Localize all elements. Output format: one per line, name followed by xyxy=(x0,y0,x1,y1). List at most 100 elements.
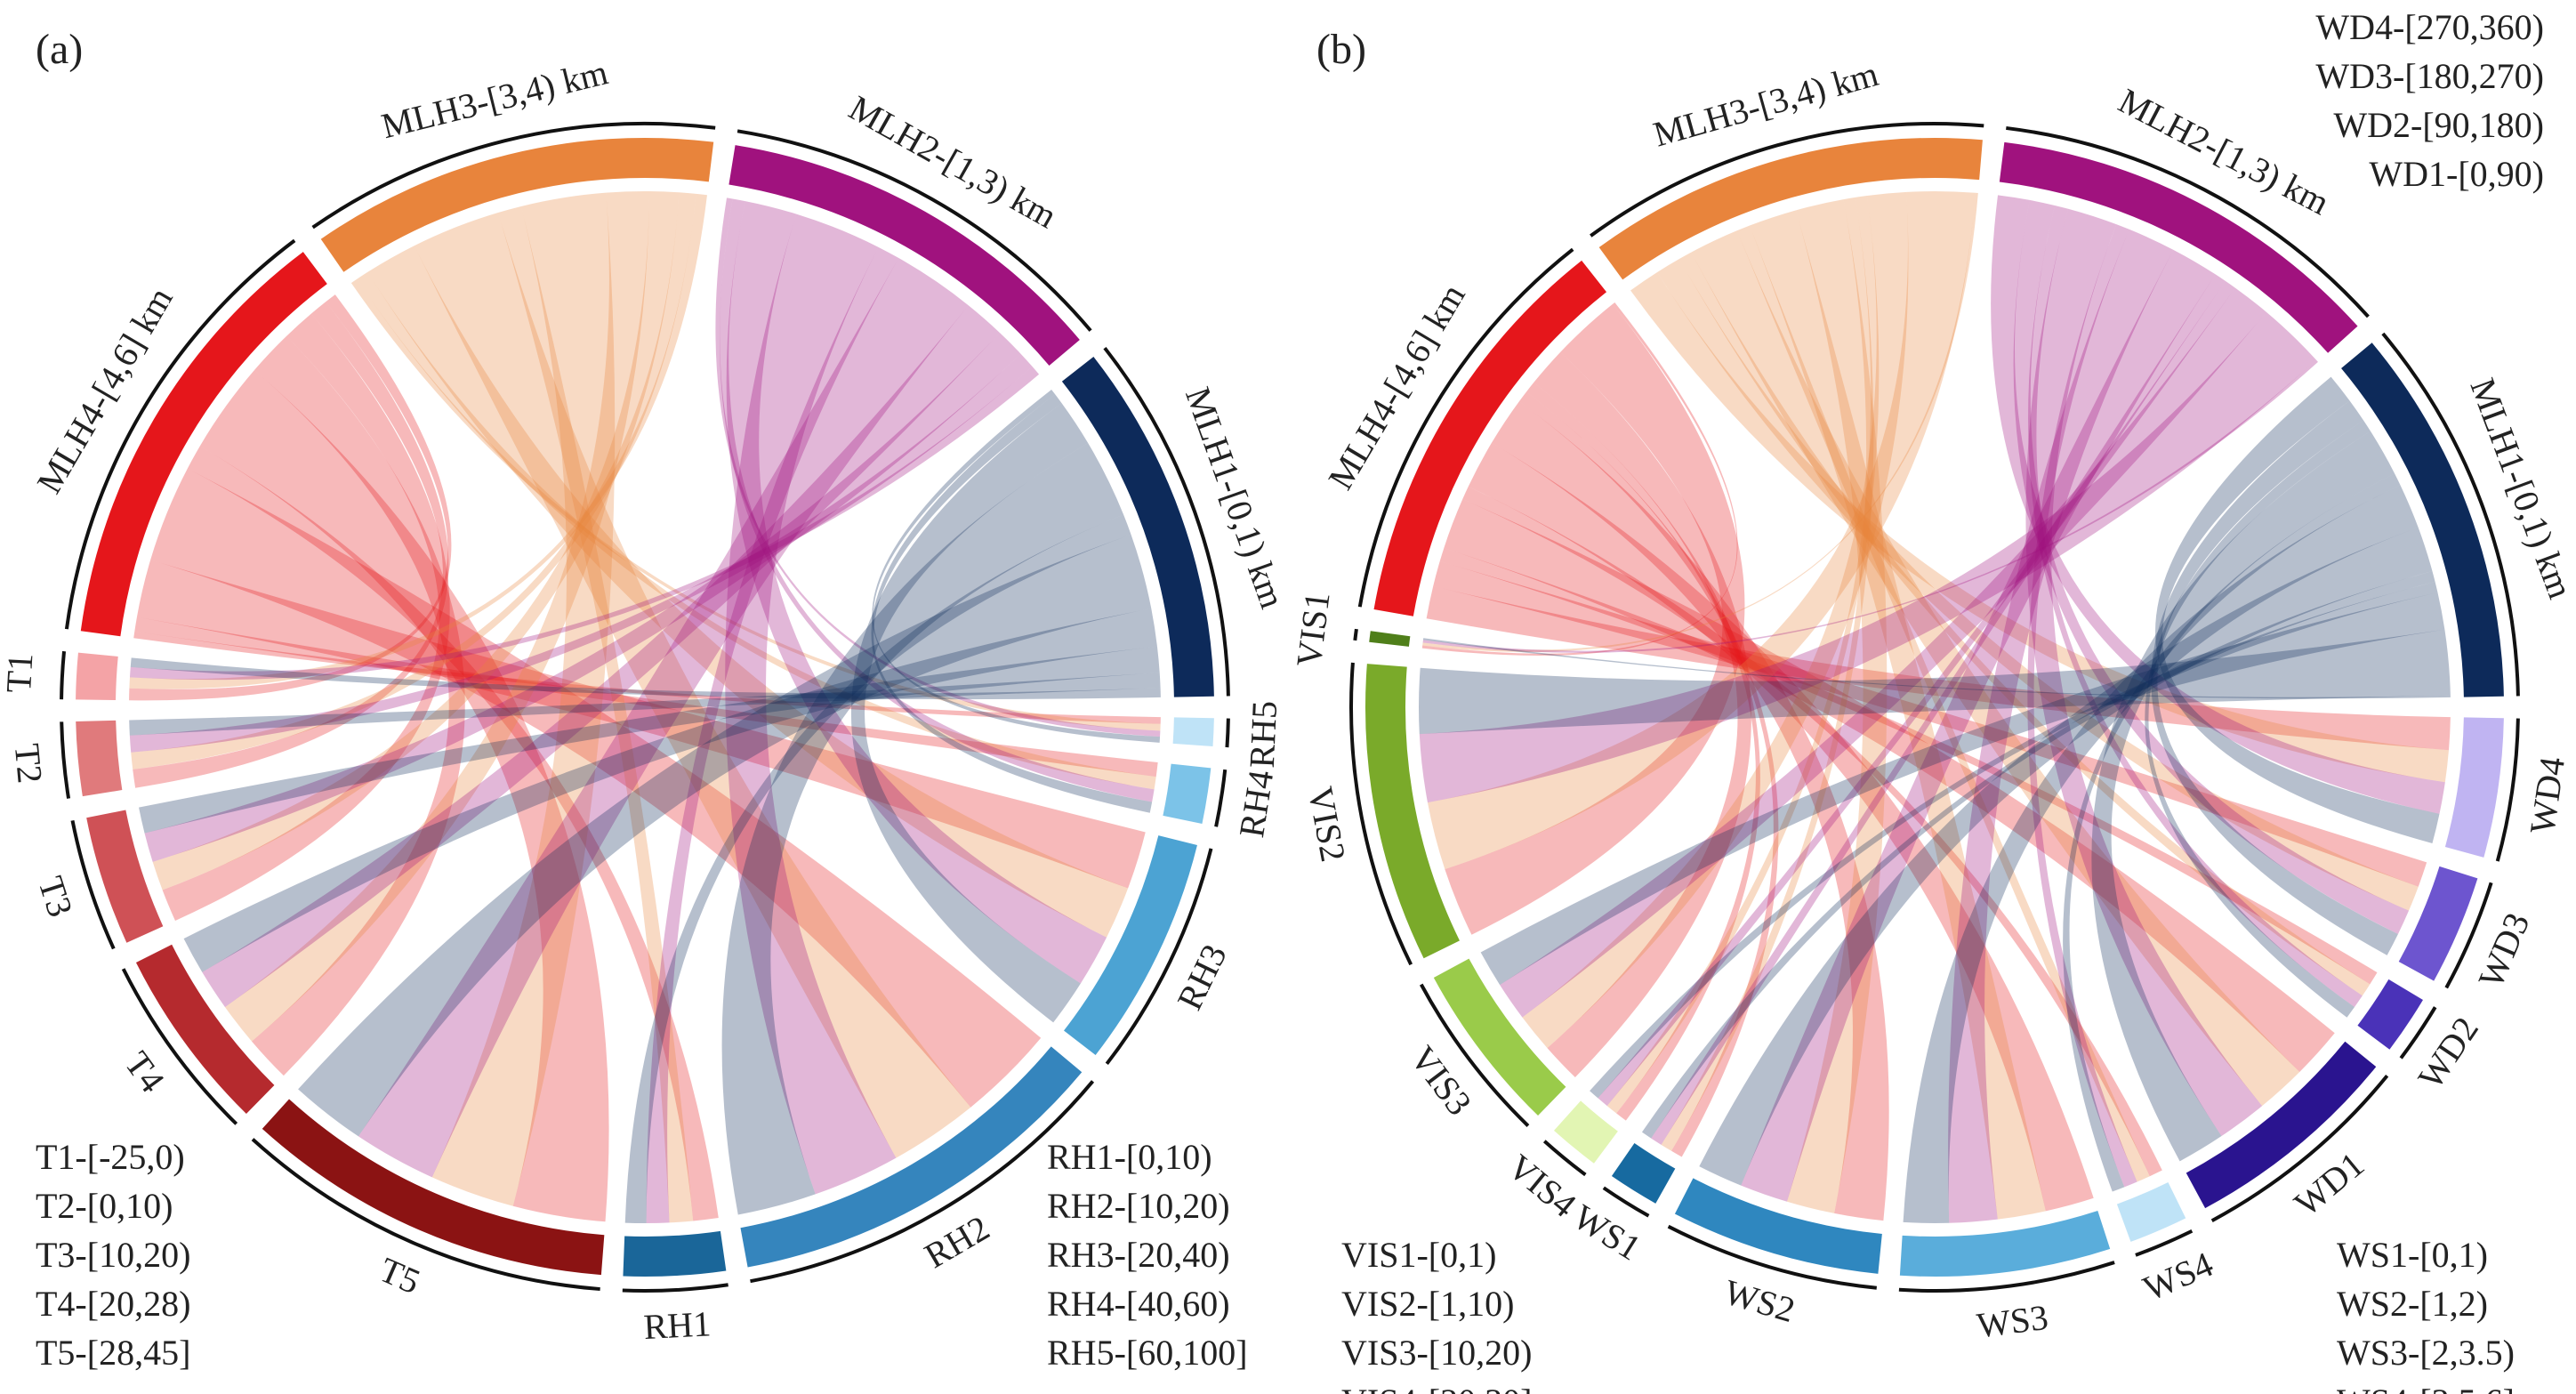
sector-axis xyxy=(1667,1224,1877,1290)
sector-axis xyxy=(2210,1074,2389,1222)
sector-arc xyxy=(262,1099,605,1276)
range-label: T4-[20,28) xyxy=(36,1284,190,1324)
sector-arc xyxy=(1433,958,1566,1116)
ribbons xyxy=(1418,190,2451,1223)
sector-label: VIS1 xyxy=(1289,590,1338,669)
chord-ribbon xyxy=(1741,249,2216,1202)
chord-ribbon xyxy=(1534,351,1751,1078)
sector-arc xyxy=(2444,717,2504,858)
sector-axis xyxy=(737,129,1092,332)
chord-ribbon xyxy=(1426,585,2451,751)
sector-axis xyxy=(60,650,67,700)
chord-ribbon xyxy=(1418,629,2451,735)
chord-ribbon xyxy=(1480,592,2445,986)
sector-arc xyxy=(1163,763,1212,825)
sector-arc xyxy=(2116,1182,2186,1242)
chord-ribbon xyxy=(2145,420,2371,1018)
sector-axis xyxy=(1225,718,1230,748)
sector-label: VIS3 xyxy=(1403,1038,1480,1123)
range-label: WS3-[2,3.5) xyxy=(2337,1333,2515,1373)
panel-label: (b) xyxy=(1316,26,1366,73)
sector-label: T1 xyxy=(0,652,40,694)
chord-ribbon xyxy=(358,258,969,1178)
chord-ribbon xyxy=(1445,303,1745,935)
sector-axis xyxy=(1542,1140,1587,1177)
sector-label: RH3 xyxy=(1169,938,1234,1016)
chord-ribbon xyxy=(1500,287,2266,1018)
sector-label: MLH3-[3,4) km xyxy=(377,52,611,146)
chord-ribbon xyxy=(726,201,1107,984)
chord-ribbon xyxy=(1427,190,1976,870)
sector-arc xyxy=(623,1230,727,1277)
sector-axis xyxy=(70,820,116,950)
sector-axis xyxy=(121,968,238,1125)
range-label: T2-[0,10) xyxy=(36,1186,173,1226)
sector-arc xyxy=(1553,1100,1618,1164)
sector-axis xyxy=(1357,247,1574,608)
range-label: RH3-[20,40) xyxy=(1047,1235,1230,1275)
sector-label: WS4 xyxy=(2137,1244,2218,1309)
sector-arc xyxy=(76,652,118,701)
chord-ribbon xyxy=(1750,210,2046,1220)
sector-axis xyxy=(1590,122,1984,238)
chord-ribbon xyxy=(1444,499,2335,1072)
range-label: WD3-[180,270) xyxy=(2315,56,2544,96)
chord-ribbon xyxy=(414,212,971,1158)
chord-ribbon xyxy=(202,305,1001,1008)
sector-label: RH5 xyxy=(1242,700,1284,769)
sector-arc xyxy=(135,944,275,1114)
chord-ribbon xyxy=(1786,199,1888,1213)
sector-label: VIS4 xyxy=(1501,1147,1584,1225)
sector-arc xyxy=(86,810,164,943)
range-label: WD2-[90,180) xyxy=(2333,105,2544,145)
sector-axis xyxy=(1103,346,1230,697)
sector-arc xyxy=(76,720,123,797)
chord-ribbon xyxy=(1699,527,2433,1186)
chord-ribbon xyxy=(431,192,616,1206)
sector-label: RH4 xyxy=(1231,768,1281,841)
sector-axis xyxy=(2444,882,2493,989)
chord-ribbon xyxy=(150,468,1042,1108)
chord-ribbon xyxy=(134,616,1158,778)
chord-ribbon xyxy=(252,335,465,1076)
range-label: RH4-[40,60) xyxy=(1047,1284,1230,1324)
sector-arc xyxy=(1172,717,1214,746)
sector-axis xyxy=(2381,332,2520,697)
range-label: VIS3-[10,20) xyxy=(1341,1333,1532,1373)
sector-axis xyxy=(251,1138,600,1292)
sector-axis xyxy=(2135,1229,2194,1257)
sector-axis xyxy=(622,1283,729,1293)
sector-arc xyxy=(1369,631,1411,647)
sector-arc xyxy=(80,252,327,637)
sector-arc xyxy=(1674,1178,1882,1274)
sector-arc xyxy=(2357,979,2423,1050)
sector-axis xyxy=(1214,769,1228,827)
sector-label: T4 xyxy=(117,1044,173,1100)
range-label: T5-[28,45] xyxy=(36,1333,190,1373)
sector-arc xyxy=(1598,138,1983,280)
sector-arc xyxy=(1064,835,1197,1056)
sector-axis xyxy=(60,721,71,799)
chord-ribbon xyxy=(497,205,694,1223)
chord-ribbon xyxy=(2151,400,2398,955)
sector-label: T2 xyxy=(7,742,51,785)
chord-ribbon xyxy=(1691,230,2300,1107)
chord-ribbon xyxy=(298,534,1152,1137)
range-label: WD4-[270,360) xyxy=(2315,7,2544,47)
sector-arc xyxy=(1373,260,1607,616)
chord-ribbon xyxy=(136,560,1146,889)
sector-label: T3 xyxy=(30,872,80,922)
sector-label: WS2 xyxy=(1720,1271,1799,1330)
sector-axis xyxy=(1353,628,1358,641)
chord-ribbon xyxy=(1492,401,1889,1221)
range-label: RH2-[10,20) xyxy=(1047,1186,1230,1226)
sector-label: VIS2 xyxy=(1300,784,1354,865)
range-label: T1-[-25,0) xyxy=(36,1137,185,1177)
sector-axis xyxy=(1419,983,1530,1127)
chord-ribbon xyxy=(1468,442,2094,1212)
chord-ribbon xyxy=(144,333,1021,862)
chord-ribbon xyxy=(1651,274,2226,1145)
range-label: WD1-[0,90) xyxy=(2369,154,2544,194)
sector-arc xyxy=(320,137,714,272)
sector-arc xyxy=(1899,1211,2111,1277)
